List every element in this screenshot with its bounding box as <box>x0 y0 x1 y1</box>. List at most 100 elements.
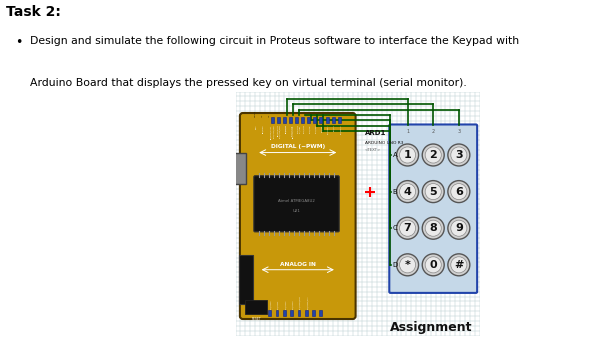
Bar <box>277 117 280 123</box>
Circle shape <box>425 183 441 200</box>
Bar <box>289 117 292 123</box>
Text: DIGITAL (~PWM): DIGITAL (~PWM) <box>271 144 325 149</box>
Bar <box>268 310 271 316</box>
Circle shape <box>400 183 415 200</box>
Bar <box>301 117 304 123</box>
Circle shape <box>400 220 415 236</box>
Text: PD7/AIN1: PD7/AIN1 <box>299 124 301 133</box>
Text: PB3/MOSI: PB3/MOSI <box>340 124 342 134</box>
Text: 6: 6 <box>455 186 463 197</box>
Circle shape <box>400 147 415 163</box>
Text: 8: 8 <box>429 223 437 233</box>
Circle shape <box>422 144 444 166</box>
Text: PD7/AIN1/TXD: PD7/AIN1/TXD <box>272 124 274 138</box>
Circle shape <box>451 257 467 273</box>
Bar <box>271 117 274 123</box>
Text: PD5/T1: PD5/T1 <box>285 124 287 131</box>
Circle shape <box>448 181 470 203</box>
Circle shape <box>451 147 467 163</box>
Bar <box>305 310 308 316</box>
Circle shape <box>448 144 470 166</box>
Bar <box>312 310 315 316</box>
Text: 1: 1 <box>406 128 409 134</box>
Circle shape <box>397 217 418 239</box>
Bar <box>307 117 310 123</box>
Text: PB2/SS: PB2/SS <box>334 124 335 131</box>
Bar <box>275 310 278 316</box>
Text: U21: U21 <box>293 209 300 213</box>
Text: Arduino Board that displays the pressed key on virtual terminal (serial monitor): Arduino Board that displays the pressed … <box>30 78 466 88</box>
Text: PD0/RXD: PD0/RXD <box>316 124 317 133</box>
Bar <box>295 117 298 123</box>
Circle shape <box>451 220 467 236</box>
FancyBboxPatch shape <box>389 124 477 293</box>
Text: 7: 7 <box>404 223 411 233</box>
Text: PB0/ICP1/CLKO: PB0/ICP1/CLKO <box>292 124 294 138</box>
Bar <box>297 310 300 316</box>
Text: RESET: RESET <box>252 317 261 321</box>
Text: ARD1: ARD1 <box>365 130 387 136</box>
Text: PC0/ADC0: PC0/ADC0 <box>270 300 272 309</box>
Circle shape <box>425 147 441 163</box>
Bar <box>239 255 252 304</box>
Circle shape <box>397 254 418 276</box>
Text: Design and simulate the following circuit in Proteus software to interface the K: Design and simulate the following circui… <box>30 36 519 46</box>
Text: PB4/MISO: PB4/MISO <box>263 124 264 133</box>
Text: PC5/ADC5/SCL: PC5/ADC5/SCL <box>307 296 309 309</box>
Text: AREF: AREF <box>256 124 257 129</box>
Text: C: C <box>392 225 397 231</box>
Bar <box>283 117 286 123</box>
Text: PD6/AIN0/RXD: PD6/AIN0/RXD <box>279 124 281 138</box>
Text: Assignment: Assignment <box>389 321 472 334</box>
Bar <box>245 300 267 314</box>
Circle shape <box>448 217 470 239</box>
Circle shape <box>422 217 444 239</box>
Text: 4: 4 <box>404 186 411 197</box>
Bar <box>290 310 293 316</box>
Text: 1: 1 <box>404 150 411 160</box>
Circle shape <box>400 257 415 273</box>
Text: PD1/TXD: PD1/TXD <box>310 124 311 133</box>
Bar <box>230 153 246 184</box>
Text: PC4/ADC4/SDA: PC4/ADC4/SDA <box>300 295 301 309</box>
Text: IO: IO <box>269 115 270 117</box>
Text: 0: 0 <box>430 260 437 270</box>
Circle shape <box>425 257 441 273</box>
Text: PD3/INT1: PD3/INT1 <box>297 124 298 134</box>
Text: 3: 3 <box>457 128 460 134</box>
Text: B: B <box>392 188 397 195</box>
Bar <box>338 117 341 123</box>
Text: •: • <box>15 36 22 49</box>
Text: PB3/MOSI/OC2A: PB3/MOSI/OC2A <box>270 124 272 139</box>
Text: IO: IO <box>262 115 263 117</box>
Text: 2: 2 <box>431 128 435 134</box>
Text: 2: 2 <box>429 150 437 160</box>
Circle shape <box>397 144 418 166</box>
Bar <box>283 310 286 316</box>
Bar <box>313 117 316 123</box>
Text: *: * <box>405 260 411 270</box>
Text: PD2/INT0: PD2/INT0 <box>303 124 305 134</box>
Text: PB0/ICP: PB0/ICP <box>322 124 323 132</box>
Text: PB1/OC1A: PB1/OC1A <box>285 124 287 134</box>
Text: Task 2:: Task 2: <box>6 5 61 19</box>
Circle shape <box>397 181 418 203</box>
Text: PC3/ADC3: PC3/ADC3 <box>293 300 294 309</box>
Text: 5: 5 <box>430 186 437 197</box>
Text: 3: 3 <box>455 150 463 160</box>
Circle shape <box>422 181 444 203</box>
Circle shape <box>451 183 467 200</box>
Text: A: A <box>392 152 397 158</box>
Text: 9: 9 <box>455 223 463 233</box>
Bar <box>326 117 329 123</box>
Text: PC2/ADC2: PC2/ADC2 <box>285 300 287 309</box>
FancyBboxPatch shape <box>240 113 356 319</box>
Circle shape <box>425 220 441 236</box>
Bar <box>320 310 323 316</box>
Text: <TEXT>: <TEXT> <box>365 148 381 152</box>
FancyBboxPatch shape <box>254 176 339 232</box>
Text: ARDUINO UNO R3: ARDUINO UNO R3 <box>365 141 404 145</box>
Bar <box>332 117 335 123</box>
Text: D: D <box>392 262 398 268</box>
Circle shape <box>448 254 470 276</box>
